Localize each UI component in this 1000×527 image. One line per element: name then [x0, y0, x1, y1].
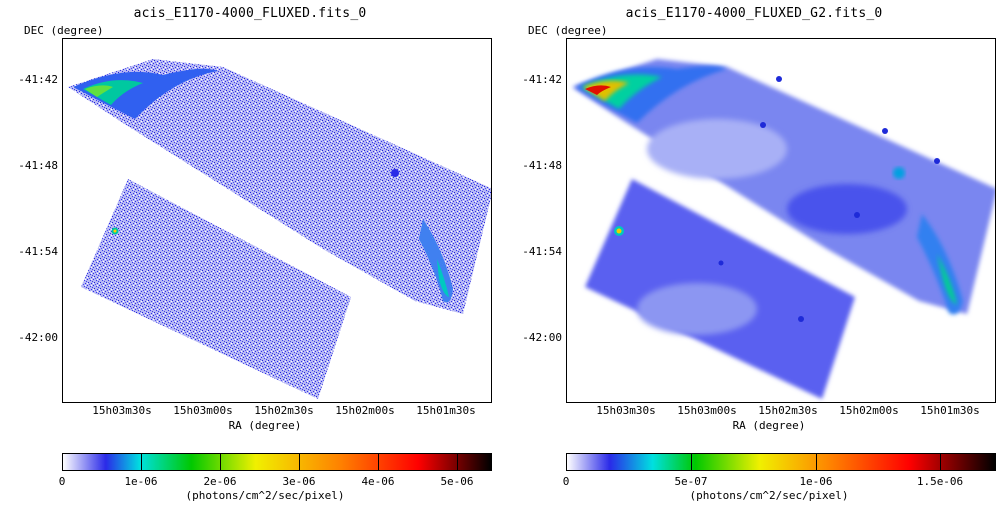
colorbar-tick	[457, 453, 458, 471]
x-tick-label: 15h01m30s	[920, 404, 980, 417]
colorbar-unit: (photons/cm^2/sec/pixel)	[689, 489, 849, 502]
x-tick-label: 15h03m30s	[92, 404, 152, 417]
image-panel-right: acis_E1170-4000_FLUXED_G2.fits_0 DEC (de…	[504, 0, 1000, 527]
x-tick-label: 15h02m00s	[839, 404, 899, 417]
colorbar-label: 0	[562, 475, 570, 488]
colorbar-tick	[940, 453, 941, 471]
colorbar-label: 5e-06	[440, 475, 474, 488]
y-axis-label: DEC (degree)	[528, 24, 608, 37]
colorbar-tick	[299, 453, 300, 471]
y-tick-label: -42:00	[18, 331, 58, 344]
panel-title: acis_E1170-4000_FLUXED.fits_0	[133, 6, 367, 21]
colorbar-tick	[378, 453, 379, 471]
colorbar-label: 2e-06	[203, 475, 237, 488]
image-frame[interactable]	[566, 38, 996, 403]
colorbar-label: 1e-06	[124, 475, 158, 488]
y-tick-label: -41:48	[18, 159, 58, 172]
fits-image-raw	[68, 59, 491, 399]
x-tick-label: 15h03m00s	[173, 404, 233, 417]
y-tick-label: -42:00	[522, 331, 562, 344]
colorbar	[62, 453, 492, 471]
x-tick-label: 15h03m30s	[596, 404, 656, 417]
colorbar-label: 1e-06	[799, 475, 833, 488]
colorbar-unit: (photons/cm^2/sec/pixel)	[185, 489, 345, 502]
y-tick-label: -41:54	[522, 245, 562, 258]
x-axis-label: RA (degree)	[732, 419, 806, 432]
x-tick-label: 15h03m00s	[677, 404, 737, 417]
fits-image-smoothed	[572, 59, 995, 399]
x-tick-label: 15h02m30s	[254, 404, 314, 417]
y-axis-label: DEC (degree)	[24, 24, 104, 37]
x-tick-label: 15h01m30s	[416, 404, 476, 417]
image-panel-left: acis_E1170-4000_FLUXED.fits_0 DEC (degre…	[18, 6, 492, 502]
colorbar-label: 4e-06	[361, 475, 395, 488]
colorbar-label: 1.5e-06	[916, 475, 964, 488]
panel-title: acis_E1170-4000_FLUXED_G2.fits_0	[625, 6, 883, 21]
image-frame[interactable]	[62, 38, 492, 403]
x-tick-label: 15h02m00s	[335, 404, 395, 417]
y-tick-label: -41:42	[18, 73, 58, 86]
x-axis-label: RA (degree)	[228, 419, 302, 432]
colorbar-tick	[141, 453, 142, 471]
colorbar-label: 0	[58, 475, 66, 488]
colorbar-tick	[691, 453, 692, 471]
y-tick-label: -41:48	[522, 159, 562, 172]
colorbar-tick	[816, 453, 817, 471]
x-tick-label: 15h02m30s	[758, 404, 818, 417]
colorbar	[566, 453, 996, 471]
colorbar-label: 3e-06	[282, 475, 316, 488]
colorbar-label: 5e-07	[674, 475, 708, 488]
y-tick-label: -41:54	[18, 245, 58, 258]
y-tick-label: -41:42	[522, 73, 562, 86]
colorbar-tick	[220, 453, 221, 471]
